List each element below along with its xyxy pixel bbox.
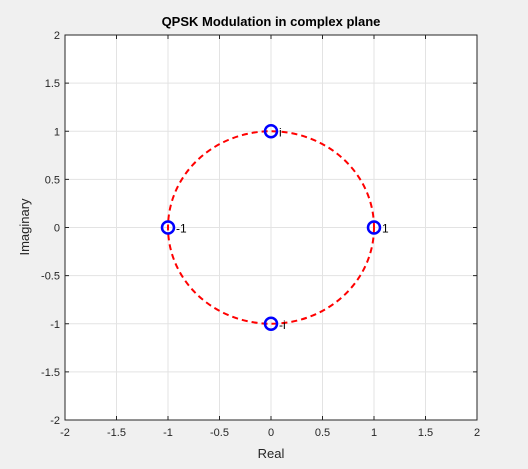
y-tick-label: 0.5 [45,174,60,186]
y-axis-label: Imaginary [17,198,32,256]
y-tick-label: 1.5 [45,78,60,90]
chart-title: QPSK Modulation in complex plane [162,14,381,29]
x-tick-label: 1 [371,427,377,439]
x-tick-label: 2 [474,427,480,439]
x-tick-label: -1 [163,427,173,439]
y-tick-label: -1 [50,319,60,331]
x-tick-label: -1.5 [107,427,126,439]
x-tick-label: 1.5 [418,427,433,439]
x-tick-label: -0.5 [210,427,229,439]
y-tick-label: 1 [54,126,60,138]
x-axis-label: Real [258,446,285,461]
point-label: 1 [382,222,389,236]
point-label: i [279,125,282,139]
y-tick-label: -0.5 [41,271,60,283]
y-tick-label: 2 [54,30,60,42]
y-tick-label: 0 [54,223,60,235]
y-tick-label: -2 [50,415,60,427]
x-tick-label: 0.5 [315,427,330,439]
x-tick-label: -2 [60,427,70,439]
x-tick-label: 0 [268,427,274,439]
point-label: -1 [176,222,187,236]
point-label: -i [279,318,286,332]
y-tick-label: -1.5 [41,367,60,379]
